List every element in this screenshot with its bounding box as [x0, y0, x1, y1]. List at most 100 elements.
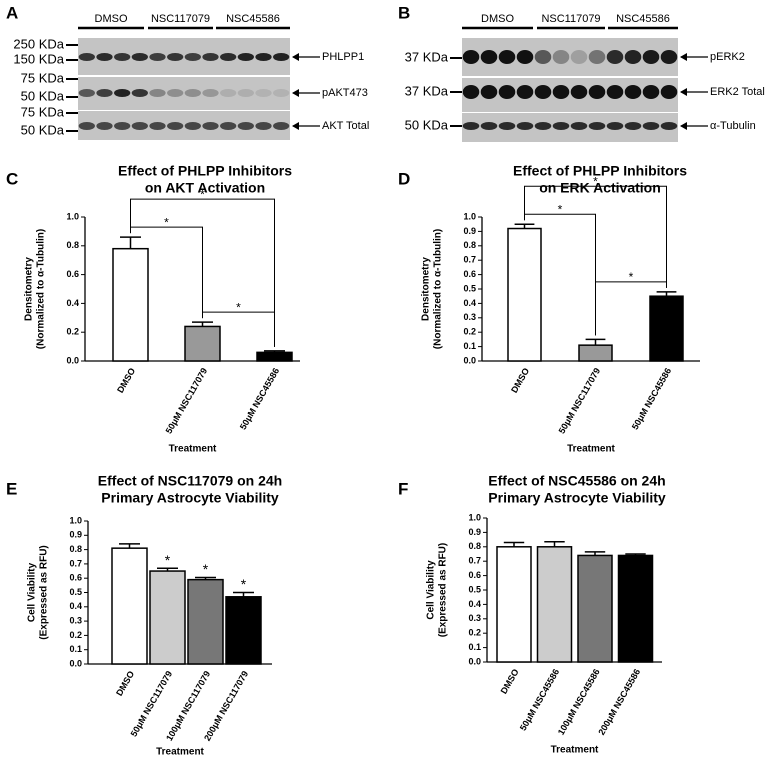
- bar: [577, 554, 613, 663]
- y-tick-label: 0.2: [66, 327, 79, 337]
- x-tick-label: 50μM NSC45586: [630, 366, 673, 431]
- y-tick-label: 0.9: [69, 530, 82, 540]
- bar: [112, 247, 149, 362]
- blot-band: [588, 122, 606, 130]
- blot-band: [552, 85, 570, 99]
- blot-band: [273, 122, 290, 130]
- panel-label: C: [6, 169, 18, 188]
- blot-strip: [78, 38, 290, 75]
- y-tick-label: 1.0: [463, 211, 476, 221]
- group-label: NSC117079: [541, 13, 600, 25]
- y-tick-label: 1.0: [69, 515, 82, 525]
- marker-label: 250 KDa: [13, 36, 64, 51]
- group-label: NSC45586: [616, 13, 670, 25]
- blot-band: [516, 122, 534, 130]
- significance-label: *: [203, 561, 209, 577]
- x-tick-label: 50μM NSC117079: [129, 669, 175, 738]
- y-tick-label: 0.4: [66, 298, 79, 308]
- blot-band: [534, 85, 552, 99]
- blot-band: [255, 122, 272, 130]
- blot-band: [131, 53, 148, 61]
- y-tick-label: 0.5: [463, 283, 476, 293]
- y-axis-label: (Expressed as RFU): [39, 545, 50, 639]
- y-tick-label: 0.6: [463, 269, 476, 279]
- blot-strip: [462, 38, 678, 76]
- blot-band: [552, 122, 570, 130]
- blot-band: [498, 85, 516, 99]
- marker-label: 75 KDa: [21, 70, 65, 85]
- significance-bracket: [595, 281, 667, 336]
- blot-band: [237, 53, 254, 61]
- blot-band: [480, 50, 498, 64]
- band-label: pERK2: [710, 51, 745, 63]
- y-tick-label: 0.0: [463, 355, 476, 365]
- blot-band: [642, 85, 660, 99]
- band-label: α-Tubulin: [710, 120, 756, 132]
- marker-label: 37 KDa: [405, 83, 449, 98]
- arrow-head: [292, 122, 299, 130]
- blot-band: [534, 50, 552, 64]
- significance-label: *: [558, 202, 563, 216]
- blot-band: [220, 53, 237, 61]
- x-axis-label: Treatment: [551, 745, 599, 756]
- blot-band: [480, 122, 498, 130]
- blot-band: [114, 53, 131, 61]
- y-tick-label: 0.0: [468, 656, 481, 666]
- chart-title: Effect of PHLPP Inhibitors: [513, 163, 687, 179]
- blot-band: [498, 122, 516, 130]
- blot-band: [660, 85, 678, 99]
- bar: [649, 295, 684, 362]
- y-axis-label: Densitometry: [421, 257, 432, 321]
- x-tick-label: 50μM NSC117079: [557, 366, 603, 435]
- blot-band: [184, 122, 201, 130]
- arrow-head: [680, 53, 687, 61]
- x-tick-label: 50μM NSC117079: [164, 366, 210, 435]
- blot-band: [462, 50, 480, 64]
- blot-band: [624, 85, 642, 99]
- x-tick-label: 50μM NSC45586: [238, 366, 281, 431]
- blot-band: [149, 53, 166, 61]
- group-label: NSC45586: [226, 13, 280, 25]
- x-tick-label: 200μM NSC117079: [202, 669, 250, 742]
- blot-band: [96, 53, 113, 61]
- x-axis-label: Treatment: [156, 747, 204, 758]
- y-tick-label: 0.1: [468, 642, 481, 652]
- significance-label: *: [200, 187, 205, 201]
- bar: [225, 596, 262, 665]
- blot-band: [78, 53, 95, 61]
- bar: [507, 227, 542, 362]
- blot-band: [255, 53, 272, 61]
- panel-label: D: [398, 169, 410, 188]
- x-tick-label: DMSO: [114, 669, 136, 697]
- y-tick-label: 0.7: [69, 558, 82, 568]
- marker-label: 50 KDa: [21, 122, 65, 137]
- y-axis-label: Densitometry: [24, 257, 35, 321]
- y-axis-label: (Normalized to α-Tubulin): [36, 229, 47, 349]
- chart-title: on ERK Activation: [539, 180, 661, 196]
- band-label: ERK2 Total: [710, 86, 765, 98]
- bar: [111, 547, 148, 665]
- blot-band: [516, 50, 534, 64]
- group-label: DMSO: [95, 13, 128, 25]
- y-tick-label: 0.9: [468, 527, 481, 537]
- blot-band: [184, 89, 201, 97]
- band-label: AKT Total: [322, 120, 369, 132]
- blot-band: [606, 122, 624, 130]
- x-tick-label: DMSO: [499, 667, 521, 695]
- blot-band: [588, 85, 606, 99]
- bar: [536, 546, 573, 663]
- blot-band: [202, 53, 219, 61]
- blot-band: [642, 122, 660, 130]
- blot-band: [202, 122, 219, 130]
- chart-title: Effect of NSC117079 on 24h: [98, 473, 282, 489]
- x-tick-label: DMSO: [509, 366, 531, 394]
- y-tick-label: 0.4: [463, 298, 476, 308]
- y-tick-label: 0.0: [66, 355, 79, 365]
- marker-label: 37 KDa: [405, 49, 449, 64]
- significance-label: *: [241, 576, 247, 592]
- arrow-head: [292, 53, 299, 61]
- significance-label: *: [164, 215, 169, 229]
- y-tick-label: 0.3: [69, 615, 82, 625]
- y-tick-label: 0.9: [463, 226, 476, 236]
- blot-band: [552, 50, 570, 64]
